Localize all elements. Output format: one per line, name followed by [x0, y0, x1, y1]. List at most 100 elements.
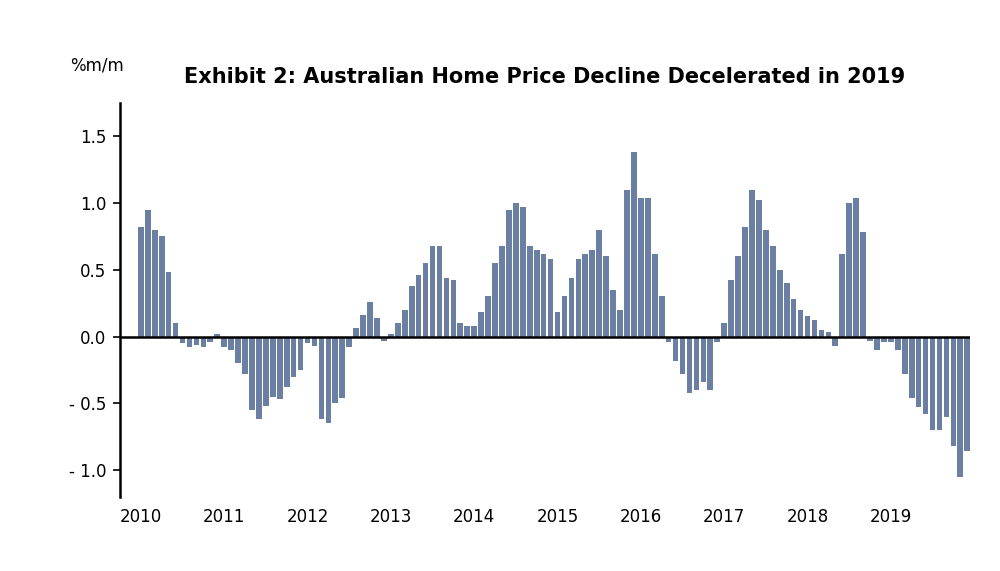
Bar: [791, 299, 796, 336]
Bar: [423, 263, 428, 336]
Bar: [187, 336, 192, 347]
Bar: [832, 336, 838, 346]
Bar: [200, 336, 206, 347]
Bar: [555, 312, 560, 336]
Bar: [659, 296, 665, 336]
Bar: [624, 190, 630, 336]
Bar: [492, 263, 498, 336]
Bar: [207, 336, 213, 342]
Bar: [680, 336, 685, 374]
Bar: [867, 336, 873, 340]
Bar: [138, 227, 144, 336]
Bar: [805, 316, 810, 336]
Bar: [978, 336, 984, 407]
Bar: [326, 336, 331, 423]
Bar: [312, 336, 317, 346]
Bar: [152, 230, 158, 336]
Text: %m/m: %m/m: [70, 56, 124, 74]
Bar: [381, 336, 387, 340]
Bar: [756, 200, 762, 336]
Bar: [346, 336, 352, 347]
Bar: [576, 259, 581, 336]
Bar: [548, 259, 553, 336]
Bar: [909, 336, 915, 398]
Bar: [957, 336, 963, 477]
Bar: [388, 334, 394, 336]
Bar: [638, 198, 644, 336]
Bar: [763, 230, 769, 336]
Bar: [645, 198, 651, 336]
Bar: [603, 256, 609, 336]
Bar: [353, 328, 359, 336]
Bar: [402, 310, 408, 336]
Bar: [159, 236, 165, 336]
Bar: [707, 336, 713, 390]
Bar: [270, 336, 276, 397]
Bar: [923, 336, 928, 414]
Bar: [374, 318, 380, 336]
Bar: [499, 246, 505, 336]
Bar: [360, 315, 366, 336]
Bar: [214, 334, 220, 336]
Bar: [263, 336, 269, 406]
Bar: [319, 336, 324, 419]
Bar: [735, 256, 741, 336]
Bar: [846, 203, 852, 336]
Bar: [687, 336, 692, 393]
Bar: [888, 336, 894, 342]
Bar: [826, 332, 831, 336]
Bar: [166, 272, 171, 336]
Bar: [895, 336, 901, 350]
Bar: [305, 336, 310, 343]
Bar: [437, 246, 442, 336]
Bar: [964, 336, 970, 451]
Bar: [916, 336, 921, 407]
Bar: [569, 278, 574, 336]
Bar: [471, 326, 477, 336]
Bar: [971, 336, 977, 403]
Bar: [950, 336, 956, 446]
Bar: [457, 323, 463, 336]
Bar: [235, 336, 241, 363]
Bar: [395, 323, 401, 336]
Bar: [839, 254, 845, 336]
Bar: [714, 336, 720, 342]
Bar: [666, 336, 671, 342]
Bar: [694, 336, 699, 390]
Bar: [194, 336, 199, 344]
Bar: [874, 336, 880, 350]
Bar: [339, 336, 345, 398]
Bar: [596, 230, 602, 336]
Bar: [631, 152, 637, 336]
Bar: [937, 336, 942, 430]
Bar: [534, 250, 540, 336]
Bar: [777, 270, 783, 336]
Bar: [520, 207, 526, 336]
Bar: [853, 198, 859, 336]
Bar: [298, 336, 303, 370]
Bar: [610, 289, 616, 336]
Bar: [700, 336, 706, 382]
Bar: [221, 336, 227, 347]
Bar: [770, 246, 776, 336]
Bar: [742, 227, 748, 336]
Bar: [277, 336, 283, 399]
Bar: [541, 254, 546, 336]
Bar: [291, 336, 296, 376]
Bar: [798, 310, 803, 336]
Bar: [721, 323, 727, 336]
Bar: [784, 283, 790, 336]
Bar: [284, 336, 290, 387]
Bar: [819, 330, 824, 336]
Bar: [992, 336, 998, 381]
Bar: [513, 203, 519, 336]
Bar: [430, 246, 435, 336]
Bar: [562, 296, 567, 336]
Bar: [367, 302, 373, 336]
Bar: [985, 336, 991, 403]
Bar: [589, 250, 595, 336]
Bar: [930, 336, 935, 430]
Bar: [332, 336, 338, 403]
Bar: [860, 232, 866, 336]
Bar: [249, 336, 255, 410]
